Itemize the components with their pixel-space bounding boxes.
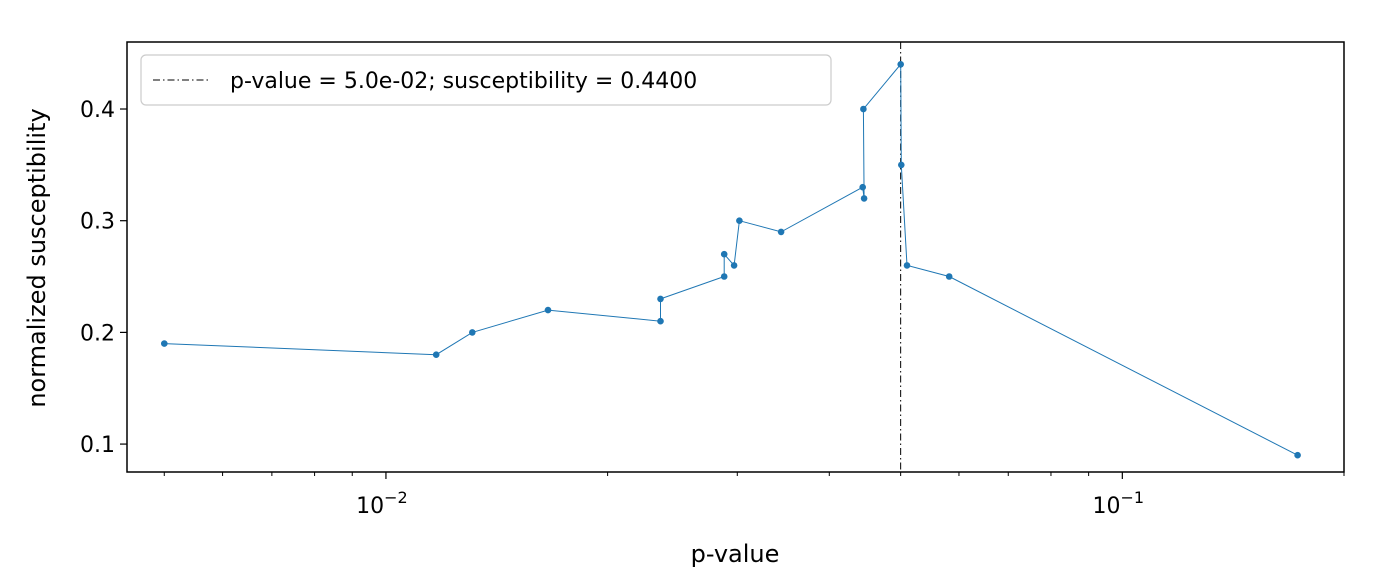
data-point <box>897 61 904 68</box>
marks-layer <box>161 42 1301 472</box>
x-axis-label: p-value <box>691 540 780 568</box>
data-point <box>736 217 743 224</box>
data-point <box>432 351 440 359</box>
y-tick-label: 0.3 <box>80 210 115 235</box>
plot-frame <box>126 41 1345 473</box>
legend-box <box>140 54 832 106</box>
data-point <box>161 340 168 347</box>
data-point <box>657 317 664 325</box>
data-point <box>1294 451 1301 459</box>
data-point <box>657 295 664 303</box>
data-point <box>860 195 868 202</box>
data-point <box>720 273 728 280</box>
y-tick-label: 0.4 <box>80 98 115 123</box>
data-point <box>777 228 785 236</box>
data-point <box>860 105 867 113</box>
data-point <box>720 250 728 258</box>
data-point <box>898 161 905 169</box>
legend-label: p-value = 5.0e-02; susceptibility = 0.44… <box>230 69 697 94</box>
legend: p-value = 5.0e-02; susceptibility = 0.44… <box>140 54 832 106</box>
x-tick-label: 10−2 <box>356 488 408 519</box>
y-tick-label: 0.1 <box>80 433 115 458</box>
ticks-layer: 0.1 0.2 0.3 0.4 10−2 10−1 <box>80 98 1345 519</box>
data-point <box>903 262 911 269</box>
data-point <box>469 329 476 336</box>
data-point <box>544 306 552 314</box>
data-point <box>945 273 953 280</box>
data-point <box>730 262 738 269</box>
y-axis-label: normalized susceptibility <box>23 108 51 407</box>
data-point <box>859 183 866 191</box>
x-tick-label: 10−1 <box>1093 488 1145 519</box>
y-tick-label: 0.2 <box>80 321 115 346</box>
